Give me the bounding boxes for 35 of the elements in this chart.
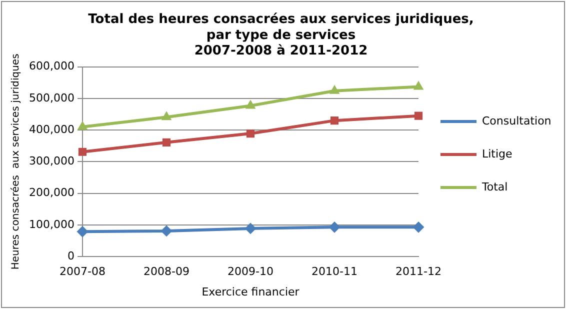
x-tick-label: 2008-09 xyxy=(144,265,190,278)
y-tick-label: 100,000 xyxy=(28,218,74,231)
text: Total des heures consacrées aux services juridiques, xyxy=(88,12,474,28)
point xyxy=(162,138,171,146)
legend-label: Consultation xyxy=(482,114,552,128)
point xyxy=(78,121,88,130)
point xyxy=(246,100,256,109)
point xyxy=(414,112,423,120)
y-tick-label: 200,000 xyxy=(28,186,74,200)
x-tick-label: 2007-08 xyxy=(60,265,106,278)
legend-label: Litige xyxy=(482,147,513,160)
point xyxy=(244,222,256,234)
point xyxy=(76,226,88,238)
x-tick-label: 2010-11 xyxy=(312,265,358,278)
point xyxy=(413,222,424,233)
text: 2007-2008 à 2011-2012 xyxy=(194,43,368,58)
point xyxy=(330,116,339,125)
point xyxy=(330,85,340,94)
point xyxy=(78,148,87,156)
x-tick-label: 2009-10 xyxy=(228,265,274,278)
y-tick-label: 600,000 xyxy=(28,60,74,73)
x-axis-title: Exercice financier xyxy=(202,285,300,298)
y-tick-label: 300,000 xyxy=(28,154,74,168)
point xyxy=(162,112,172,120)
legend-label: Total xyxy=(481,180,508,194)
point xyxy=(328,222,340,233)
y-tick-label: 500,000 xyxy=(28,91,74,104)
y-axis-title: Heures consacrées aux services juridiques xyxy=(10,54,22,270)
y-tick-label: 400,000 xyxy=(28,122,74,136)
y-tick-label: 0 xyxy=(67,249,74,262)
x-tick-label: 2011-12 xyxy=(396,265,442,278)
point xyxy=(414,81,424,90)
point xyxy=(160,225,172,236)
point xyxy=(246,130,255,138)
text: par type de services xyxy=(206,28,356,43)
